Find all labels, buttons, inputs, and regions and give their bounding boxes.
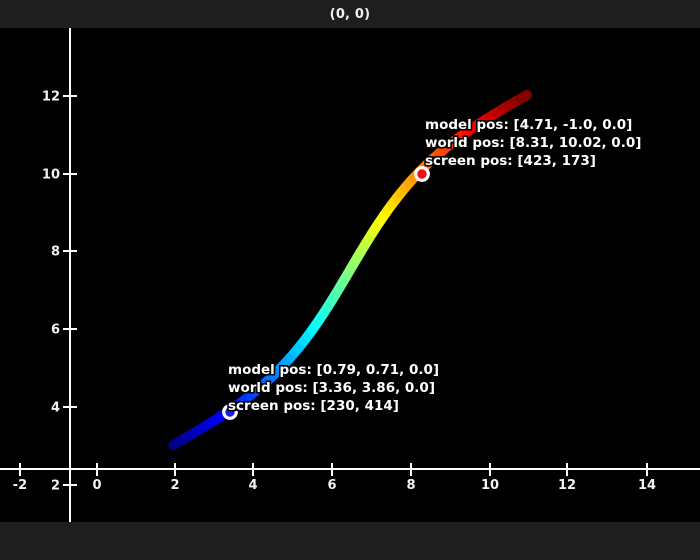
annotation-line: model pos: [4.71, -1.0, 0.0]	[425, 117, 633, 133]
annotation-line: world pos: [3.36, 3.86, 0.0]	[228, 380, 435, 396]
point-annotation: model pos: [0.79, 0.71, 0.0] world pos: […	[228, 361, 439, 415]
annotation-line: model pos: [0.79, 0.71, 0.0]	[228, 362, 440, 378]
annotation-line: screen pos: [230, 414]	[228, 398, 399, 414]
point-annotation: model pos: [4.71, -1.0, 0.0] world pos: […	[425, 116, 641, 170]
annotation-line: screen pos: [423, 173]	[425, 153, 596, 169]
title-bar: (0, 0)	[0, 0, 700, 28]
annotation-line: world pos: [8.31, 10.02, 0.0]	[425, 135, 642, 151]
plot-area[interactable]	[0, 28, 700, 522]
bottom-toolbar	[0, 522, 700, 560]
page-title: (0, 0)	[329, 6, 371, 22]
